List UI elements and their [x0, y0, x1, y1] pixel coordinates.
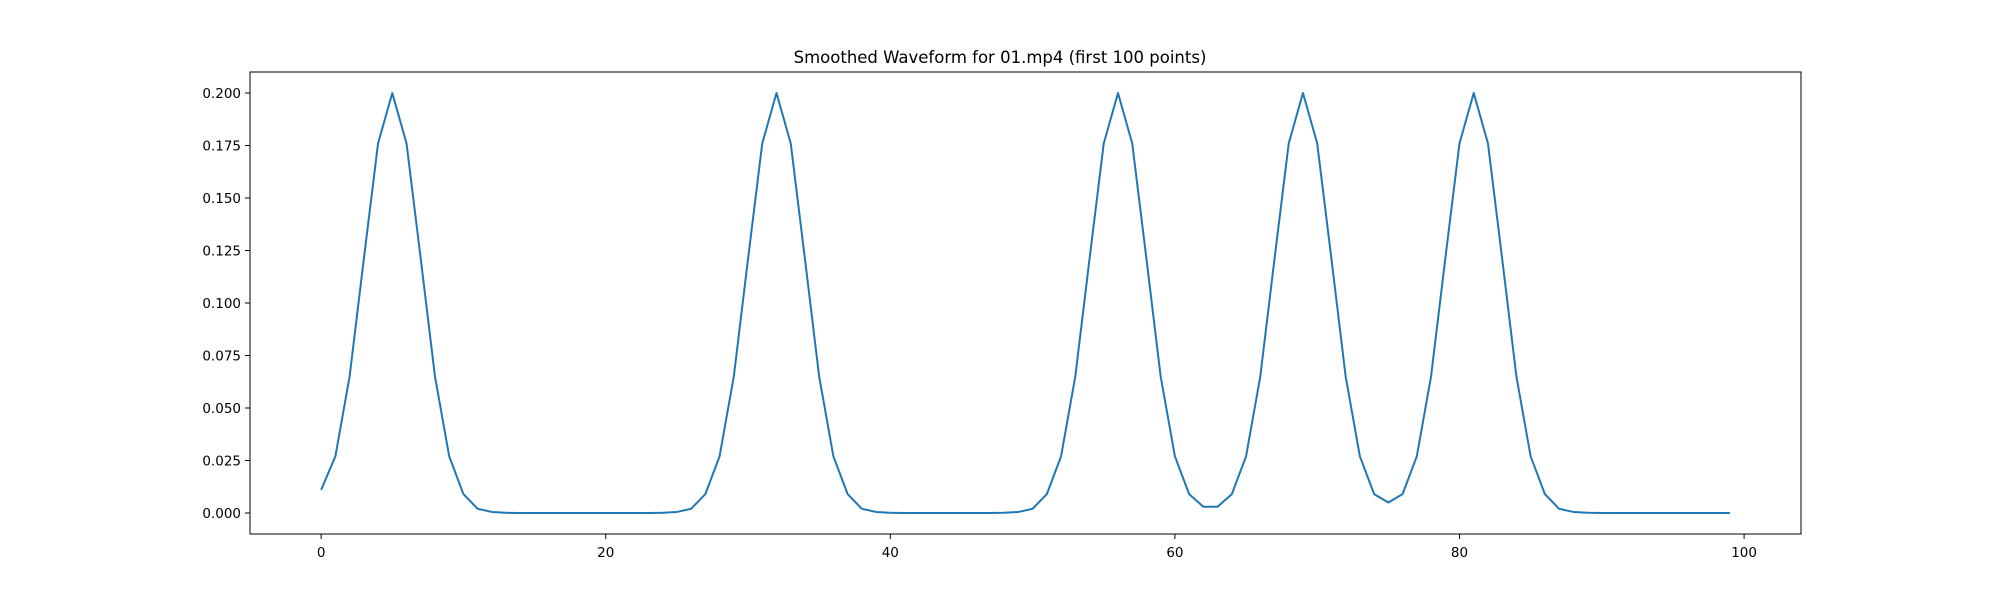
- y-tick-label: 0.125: [202, 244, 241, 260]
- x-tick-label: 0: [317, 545, 326, 561]
- y-axis: 0.000 0.025 0.050 0.075 0.100 0.125 0.150 0.175…: [202, 86, 250, 522]
- waveform-line: [320, 92, 1730, 514]
- y-tick-label: 0.100: [202, 296, 241, 312]
- y-tick-label: 0.000: [202, 506, 241, 522]
- x-axis: 0 20 40 60 80 100: [317, 534, 1757, 561]
- x-tick-label: 20: [597, 545, 614, 561]
- y-tick-label: 0.025: [202, 454, 241, 470]
- y-tick-label: 0.175: [202, 139, 241, 155]
- y-tick-label: 0.050: [202, 401, 241, 417]
- axes-frame: [249, 71, 1802, 535]
- plot-area: [320, 92, 1730, 514]
- x-tick-label: 80: [1451, 545, 1468, 561]
- x-tick-label: 40: [882, 545, 899, 561]
- chart-title: Smoothed Waveform for 01.mp4 (first 100 …: [794, 48, 1207, 67]
- y-tick-label: 0.200: [202, 86, 241, 102]
- x-tick-label: 60: [1166, 545, 1183, 561]
- y-tick-label: 0.150: [202, 191, 241, 207]
- y-tick-label: 0.075: [202, 349, 241, 365]
- x-tick-label: 100: [1731, 545, 1757, 561]
